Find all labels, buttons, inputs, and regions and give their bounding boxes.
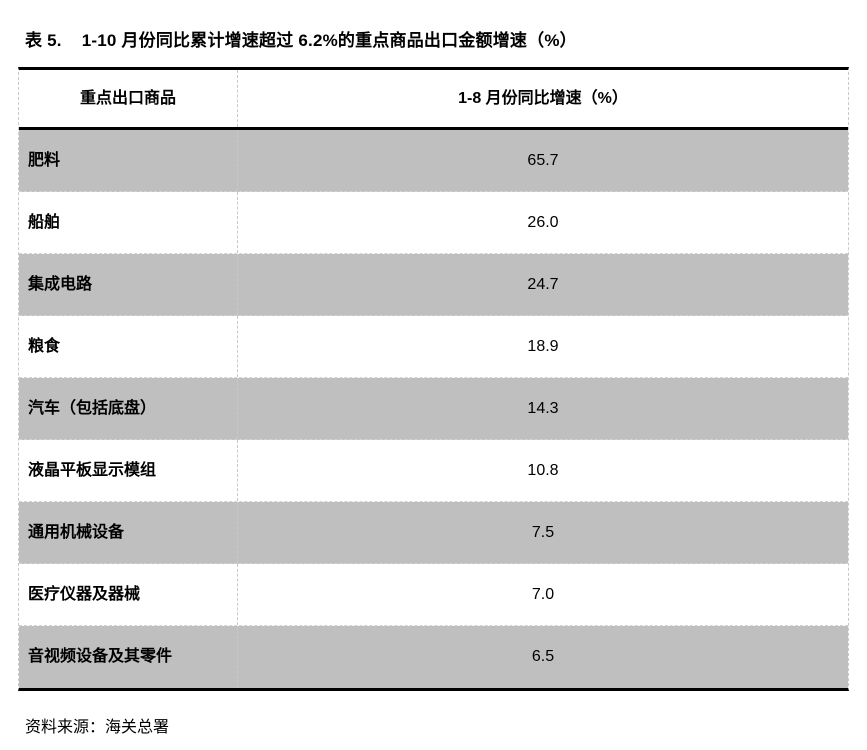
table-row: 通用机械设备 7.5: [19, 502, 848, 564]
table-header-row: 重点出口商品 1-8 月份同比增速（%）: [19, 70, 848, 130]
commodity-name-cell: 液晶平板显示模组: [19, 440, 238, 501]
table-caption-text: 1-10 月份同比累计增速超过 6.2%的重点商品出口金额增速（%）: [81, 31, 577, 50]
growth-value-cell: 7.0: [531, 585, 555, 603]
commodity-name-cell: 音视频设备及其零件: [19, 626, 238, 688]
table-row: 液晶平板显示模组 10.8: [19, 440, 848, 502]
table-row: 音视频设备及其零件 6.5: [19, 626, 848, 688]
source-note: 资料来源：海关总署: [25, 719, 170, 736]
growth-value-cell: 26.0: [527, 213, 559, 231]
growth-value-cell: 18.9: [527, 337, 559, 355]
table-row: 集成电路 24.7: [19, 254, 848, 316]
growth-value-cell: 10.8: [527, 461, 559, 479]
table-caption-number: 表 5.: [25, 31, 62, 50]
growth-value-cell: 65.7: [527, 151, 559, 169]
commodity-name-cell: 肥料: [19, 130, 238, 191]
export-growth-table: 重点出口商品 1-8 月份同比增速（%） 肥料 65.7 船舶 26.0 集成电…: [18, 67, 849, 691]
table-row: 粮食 18.9: [19, 316, 848, 378]
commodity-name-cell: 医疗仪器及器械: [19, 564, 238, 625]
table-row: 船舶 26.0: [19, 192, 848, 254]
commodity-name-cell: 通用机械设备: [19, 502, 238, 563]
table-row: 医疗仪器及器械 7.0: [19, 564, 848, 626]
commodity-name-cell: 船舶: [19, 192, 238, 253]
commodity-name-cell: 集成电路: [19, 254, 238, 315]
commodity-name-cell: 汽车（包括底盘）: [19, 378, 238, 439]
header-growth: 1-8 月份同比增速（%）: [458, 89, 628, 107]
commodity-name-cell: 粮食: [19, 316, 238, 377]
header-commodity: 重点出口商品: [19, 70, 238, 127]
growth-value-cell: 6.5: [531, 648, 555, 665]
table-caption: 表 5. 1-10 月份同比累计增速超过 6.2%的重点商品出口金额增速（%）: [25, 26, 577, 51]
table-row: 汽车（包括底盘） 14.3: [19, 378, 848, 440]
growth-value-cell: 7.5: [531, 523, 555, 541]
table-row: 肥料 65.7: [19, 130, 848, 192]
growth-value-cell: 24.7: [527, 275, 559, 293]
growth-value-cell: 14.3: [527, 399, 559, 417]
